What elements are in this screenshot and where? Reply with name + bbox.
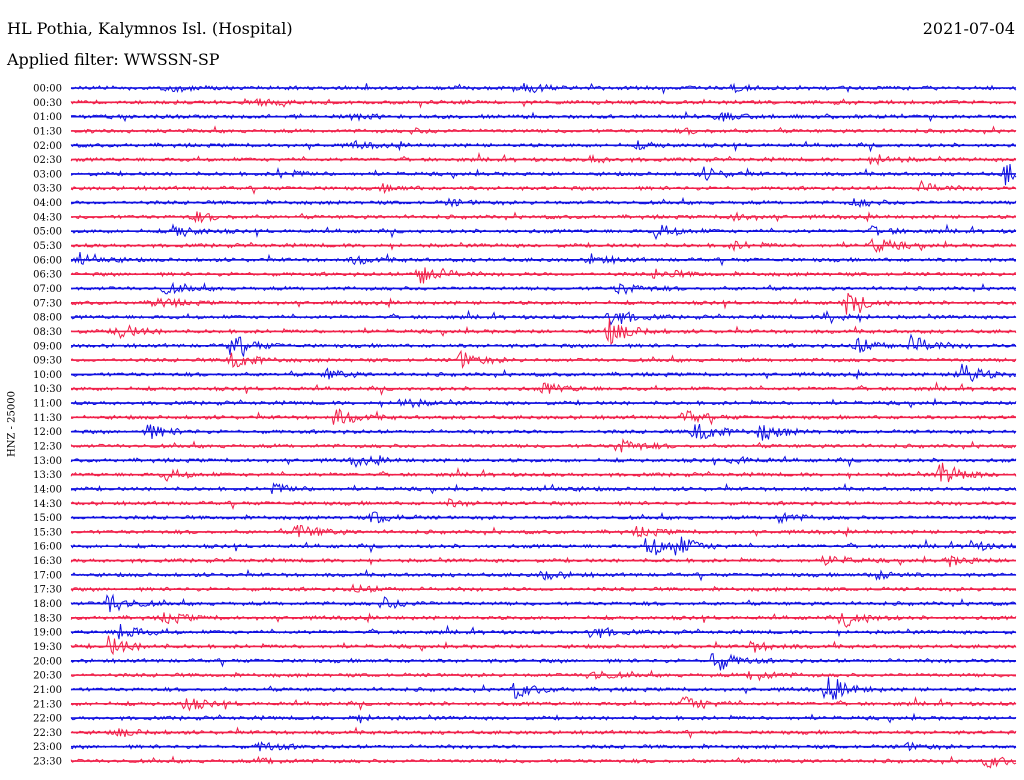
- time-label: 12:30: [33, 442, 62, 453]
- time-label: 09:00: [33, 341, 62, 352]
- time-label: 07:00: [33, 284, 62, 295]
- time-label: 03:30: [33, 184, 62, 195]
- time-label: 00:30: [33, 98, 62, 109]
- time-label: 05:30: [33, 241, 62, 252]
- time-label: 09:30: [33, 356, 62, 367]
- time-label: 04:30: [33, 212, 62, 223]
- time-label: 23:30: [33, 757, 62, 768]
- time-label: 13:30: [33, 470, 62, 481]
- time-label: 17:00: [33, 570, 62, 581]
- seismic-trace: [70, 612, 1017, 628]
- time-label: 08:00: [33, 313, 62, 324]
- seismic-trace: [70, 363, 1017, 383]
- seismic-trace: [70, 179, 1017, 195]
- time-label: 06:00: [33, 255, 62, 266]
- time-label: 19:30: [33, 642, 62, 653]
- time-label: 01:30: [33, 126, 62, 137]
- seismic-trace: [70, 635, 1017, 656]
- seismic-trace: [70, 696, 1017, 712]
- trace-group: [70, 82, 1017, 769]
- time-label: 04:00: [33, 198, 62, 209]
- time-label: 05:00: [33, 227, 62, 238]
- time-label: 20:00: [33, 656, 62, 667]
- time-label: 16:00: [33, 542, 62, 553]
- seismic-trace: [70, 267, 1017, 284]
- time-label: 20:30: [33, 671, 62, 682]
- seismic-trace: [70, 524, 1017, 538]
- seismic-trace: [70, 292, 1017, 315]
- time-label: 17:30: [33, 585, 62, 596]
- time-label: 03:00: [33, 169, 62, 180]
- time-label: 06:30: [33, 270, 62, 281]
- time-label: 12:00: [33, 427, 62, 438]
- time-label: 14:30: [33, 499, 62, 510]
- time-label: 10:00: [33, 370, 62, 381]
- time-label: 02:00: [33, 141, 62, 152]
- seismic-trace: [70, 554, 1017, 568]
- time-label: 15:30: [33, 527, 62, 538]
- time-label: 14:00: [33, 484, 62, 495]
- time-label: 10:30: [33, 384, 62, 395]
- time-label: 00:00: [33, 84, 62, 95]
- station-title: HL Pothia, Kalymnos Isl. (Hospital): [7, 19, 293, 38]
- time-label: 21:30: [33, 699, 62, 710]
- time-label-group: 00:00 00:30 01:00 01:30 02:00 02:30 03:00 03:30…: [33, 84, 62, 768]
- filter-label: Applied filter: WWSSN-SP: [7, 50, 220, 69]
- time-label: 15:00: [33, 513, 62, 524]
- seismic-trace: [70, 677, 1017, 700]
- time-label: 11:30: [33, 413, 62, 424]
- time-label: 08:30: [33, 327, 62, 338]
- time-label: 23:00: [33, 742, 62, 753]
- time-label: 19:00: [33, 628, 62, 639]
- time-label: 21:00: [33, 685, 62, 696]
- time-label: 07:30: [33, 298, 62, 309]
- date-label: 2021-07-04: [922, 19, 1015, 38]
- time-label: 13:00: [33, 456, 62, 467]
- seismic-trace: [70, 252, 1016, 267]
- time-label: 16:30: [33, 556, 62, 567]
- time-label: 22:30: [33, 728, 62, 739]
- seismic-trace: [70, 110, 1017, 123]
- time-label: 02:30: [33, 155, 62, 166]
- time-label: 18:00: [33, 599, 62, 610]
- time-label: 18:30: [33, 613, 62, 624]
- seismic-trace: [70, 462, 1017, 483]
- time-label: 01:00: [33, 112, 62, 123]
- time-label: 11:00: [33, 399, 62, 410]
- seismic-trace: [70, 652, 1017, 671]
- time-label: 22:00: [33, 714, 62, 725]
- seismic-trace: [70, 755, 1017, 769]
